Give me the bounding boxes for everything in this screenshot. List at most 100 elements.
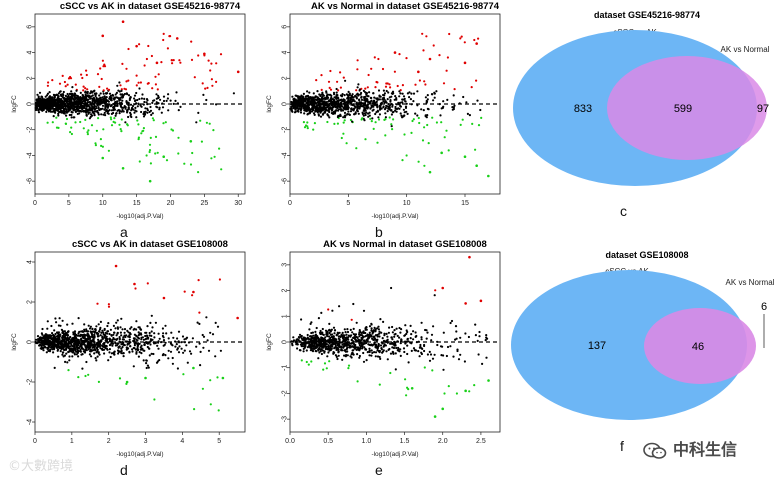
point [48,91,51,94]
point [133,333,136,336]
point [367,112,370,115]
point-up [192,290,195,294]
point [298,107,301,110]
point [353,105,356,108]
point [412,92,416,95]
point [340,334,343,337]
point [175,91,178,94]
point [101,348,104,351]
point [344,105,347,108]
point [426,94,429,97]
point [193,408,196,411]
point [182,373,185,376]
point [142,127,145,130]
point [132,337,135,340]
point [41,99,44,102]
panel-letter-c: c [620,203,627,219]
point [331,107,334,110]
point [362,339,366,342]
point [71,351,74,354]
point [290,107,293,111]
y-tick-label: -2 [27,379,34,385]
point [416,90,419,93]
point [329,88,333,91]
point-down [463,155,467,159]
point [53,329,56,332]
point [314,95,318,98]
point [336,80,339,83]
y-tick-label: 2 [282,76,289,80]
point [135,84,138,87]
point [77,332,80,335]
point [69,131,72,134]
point [97,335,100,338]
point [120,352,123,355]
point [321,327,324,331]
point [363,96,366,99]
point-down [121,166,125,170]
point [302,121,305,124]
point [60,93,63,96]
point [216,325,220,328]
point [38,341,41,344]
point [328,328,331,331]
point [127,47,130,51]
point [314,330,317,333]
point [41,97,44,100]
point [445,69,448,72]
point [321,91,324,94]
point [84,87,87,90]
point [324,347,327,351]
point [201,333,204,337]
y-tick-label: 2 [27,76,34,80]
x-tick-label: 0 [288,200,292,207]
point [84,107,87,110]
point [343,111,347,114]
point [368,331,371,334]
point [55,93,58,96]
point [162,99,166,103]
point [91,111,94,114]
point [344,114,347,117]
point [94,94,97,98]
point [94,349,97,352]
point [82,127,85,130]
point [411,119,414,123]
point [45,340,48,343]
y-tick-label: -2 [27,127,34,133]
point [178,345,181,348]
point [46,92,50,95]
point [309,339,312,342]
point [352,336,355,339]
point [403,98,406,101]
point [169,99,172,102]
point [214,321,217,324]
point [367,73,370,77]
point [344,355,347,358]
point [89,330,92,333]
volcano-title: AK vs Normal in dataset GSE45216-98774 [311,1,500,12]
point [131,348,134,351]
point [373,99,376,102]
point [83,328,86,331]
point [370,322,373,325]
point [345,333,348,336]
point-down [487,379,490,382]
point [315,99,319,102]
point [81,330,84,333]
point [81,93,84,97]
point [475,79,478,82]
point [137,334,140,337]
point [205,98,208,102]
point [101,337,104,340]
point [209,331,212,334]
point [80,102,83,105]
point [323,107,326,111]
point [118,336,121,339]
point [126,110,129,113]
point [365,339,368,342]
point [368,349,371,352]
point [313,122,316,125]
point [95,98,99,101]
point [388,83,391,86]
